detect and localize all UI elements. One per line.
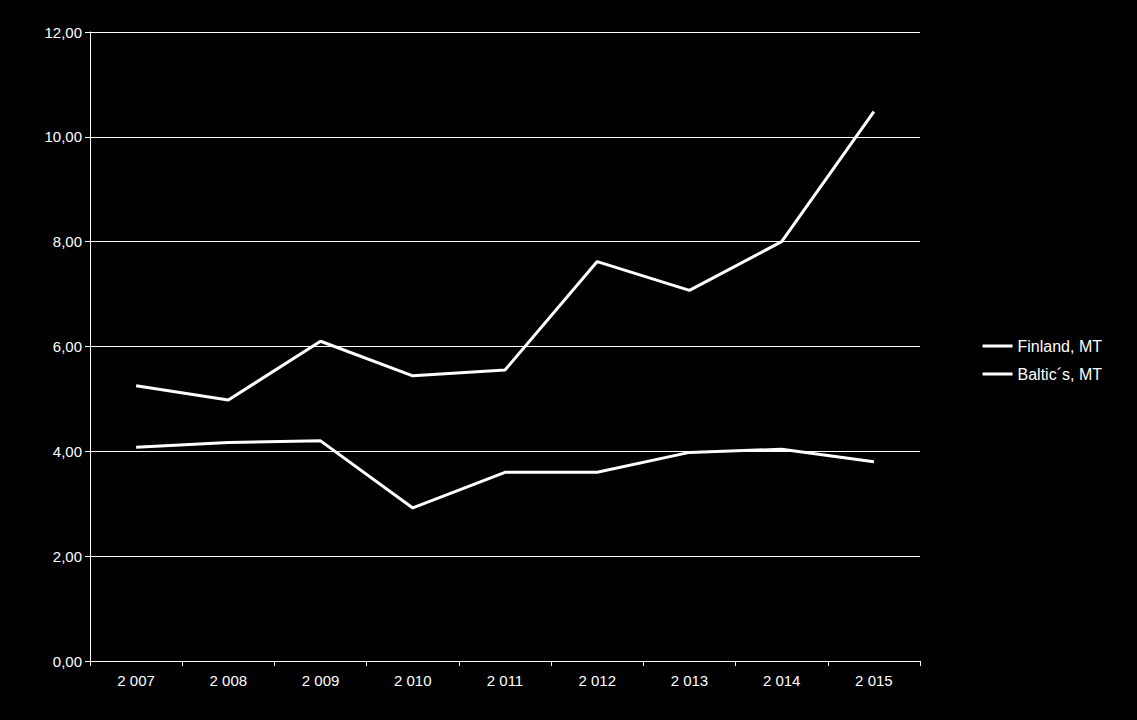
svg-text:2 009: 2 009 bbox=[302, 672, 340, 689]
svg-text:Baltic´s, MT: Baltic´s, MT bbox=[1018, 366, 1103, 383]
svg-text:2,00: 2,00 bbox=[53, 548, 82, 565]
svg-text:Finland, MT: Finland, MT bbox=[1018, 338, 1103, 355]
svg-text:4,00: 4,00 bbox=[53, 443, 82, 460]
svg-text:2 008: 2 008 bbox=[210, 672, 248, 689]
svg-text:10,00: 10,00 bbox=[44, 128, 82, 145]
svg-text:2 012: 2 012 bbox=[578, 672, 616, 689]
svg-text:2 013: 2 013 bbox=[671, 672, 709, 689]
svg-text:8,00: 8,00 bbox=[53, 233, 82, 250]
svg-text:2 014: 2 014 bbox=[763, 672, 801, 689]
svg-text:2 007: 2 007 bbox=[117, 672, 155, 689]
svg-text:2 010: 2 010 bbox=[394, 672, 432, 689]
svg-text:2 015: 2 015 bbox=[855, 672, 893, 689]
svg-text:12,00: 12,00 bbox=[44, 24, 82, 41]
svg-text:2 011: 2 011 bbox=[487, 672, 523, 689]
svg-text:0,00: 0,00 bbox=[53, 653, 82, 670]
svg-text:6,00: 6,00 bbox=[53, 338, 82, 355]
